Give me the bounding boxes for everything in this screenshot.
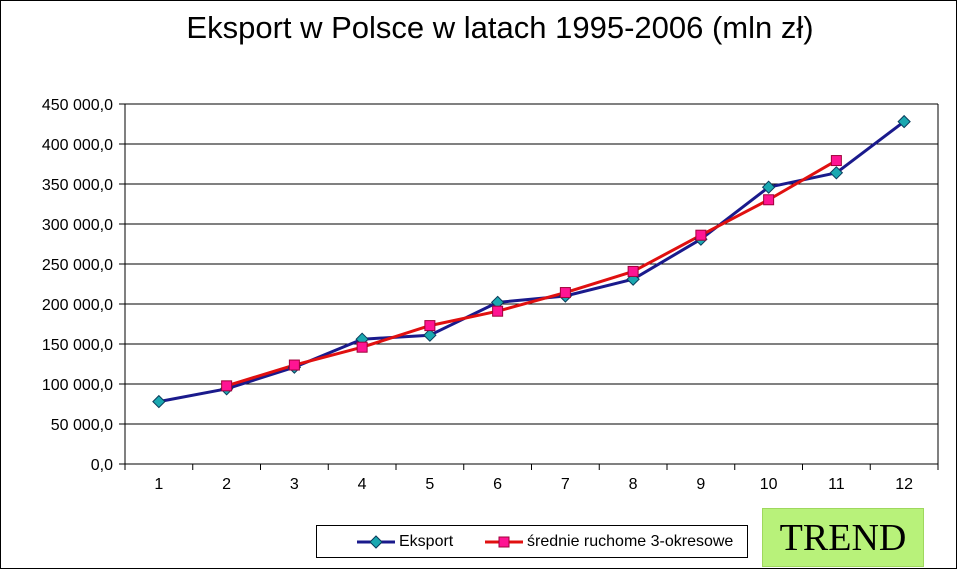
y-tick-labels: 0,0 50 000,0 100 000,0 150 000,0 200 000,0 25… (42, 97, 113, 474)
point-moving-average-11 (830, 155, 842, 167)
axes (119, 103, 939, 470)
chart-title: Eksport w Polsce w latach 1995-2006 (mln… (186, 10, 814, 45)
point-moving-average-10 (763, 194, 775, 206)
x-tick-label-1: 1 (154, 476, 163, 493)
point-export-1 (152, 394, 166, 409)
legend-swatch-moving-average (485, 536, 523, 547)
x-tick-label-3: 3 (290, 476, 299, 493)
y-tick-label-6: 300 000,0 (42, 217, 113, 234)
y-tick-label-1: 50 000,0 (51, 417, 113, 434)
point-moving-average-9 (695, 229, 707, 241)
y-tick-label-0: 0,0 (91, 457, 113, 474)
series-line-export (158, 120, 906, 404)
series-markers (152, 114, 911, 409)
series-line-moving-average (226, 159, 838, 388)
trend-label: TREND (779, 516, 907, 559)
legend: Eksport średnie ruchome 3-okresowe (316, 525, 748, 558)
y-tick-label-9: 450 000,0 (42, 97, 113, 114)
point-export-10 (761, 180, 776, 194)
x-tick-labels: 1 2 3 4 5 6 7 8 9 10 11 12 (154, 476, 913, 493)
x-tick-label-2: 2 (222, 476, 231, 493)
trend-label-box: TREND (762, 508, 924, 567)
x-tick-label-11: 11 (828, 476, 845, 493)
x-tick-label-5: 5 (425, 476, 434, 493)
point-moving-average-2 (221, 380, 233, 392)
point-export-5 (423, 328, 437, 342)
x-tick-label-8: 8 (629, 476, 638, 493)
x-tick-label-10: 10 (760, 476, 778, 493)
legend-item-export: Eksport (357, 526, 453, 557)
point-moving-average-7 (559, 287, 571, 299)
y-tick-label-3: 150 000,0 (42, 337, 113, 354)
y-tick-label-7: 350 000,0 (42, 177, 113, 194)
legend-label-moving-average: średnie ruchome 3-okresowe (527, 532, 734, 550)
legend-label-export: Eksport (399, 532, 454, 550)
point-export-11 (829, 166, 844, 180)
y-tick-label-5: 250 000,0 (42, 257, 113, 274)
point-export-12 (897, 114, 911, 129)
point-moving-average-3 (288, 359, 300, 371)
point-moving-average-5 (424, 320, 436, 332)
y-tick-label-2: 100 000,0 (42, 377, 113, 394)
x-tick-label-12: 12 (895, 476, 913, 493)
point-moving-average-6 (492, 305, 504, 317)
series-lines (158, 120, 906, 404)
x-tick-label-6: 6 (493, 476, 502, 493)
y-tick-label-4: 200 000,0 (42, 297, 113, 314)
y-tick-label-8: 400 000,0 (42, 137, 113, 154)
x-tick-label-9: 9 (696, 476, 705, 493)
x-tick-label-4: 4 (358, 476, 367, 493)
point-moving-average-4 (356, 341, 368, 353)
legend-swatch-export (357, 534, 395, 549)
grid-lines (125, 103, 938, 425)
x-tick-label-7: 7 (561, 476, 570, 493)
legend-item-moving-average: średnie ruchome 3-okresowe (485, 526, 733, 557)
point-moving-average-8 (627, 265, 639, 277)
